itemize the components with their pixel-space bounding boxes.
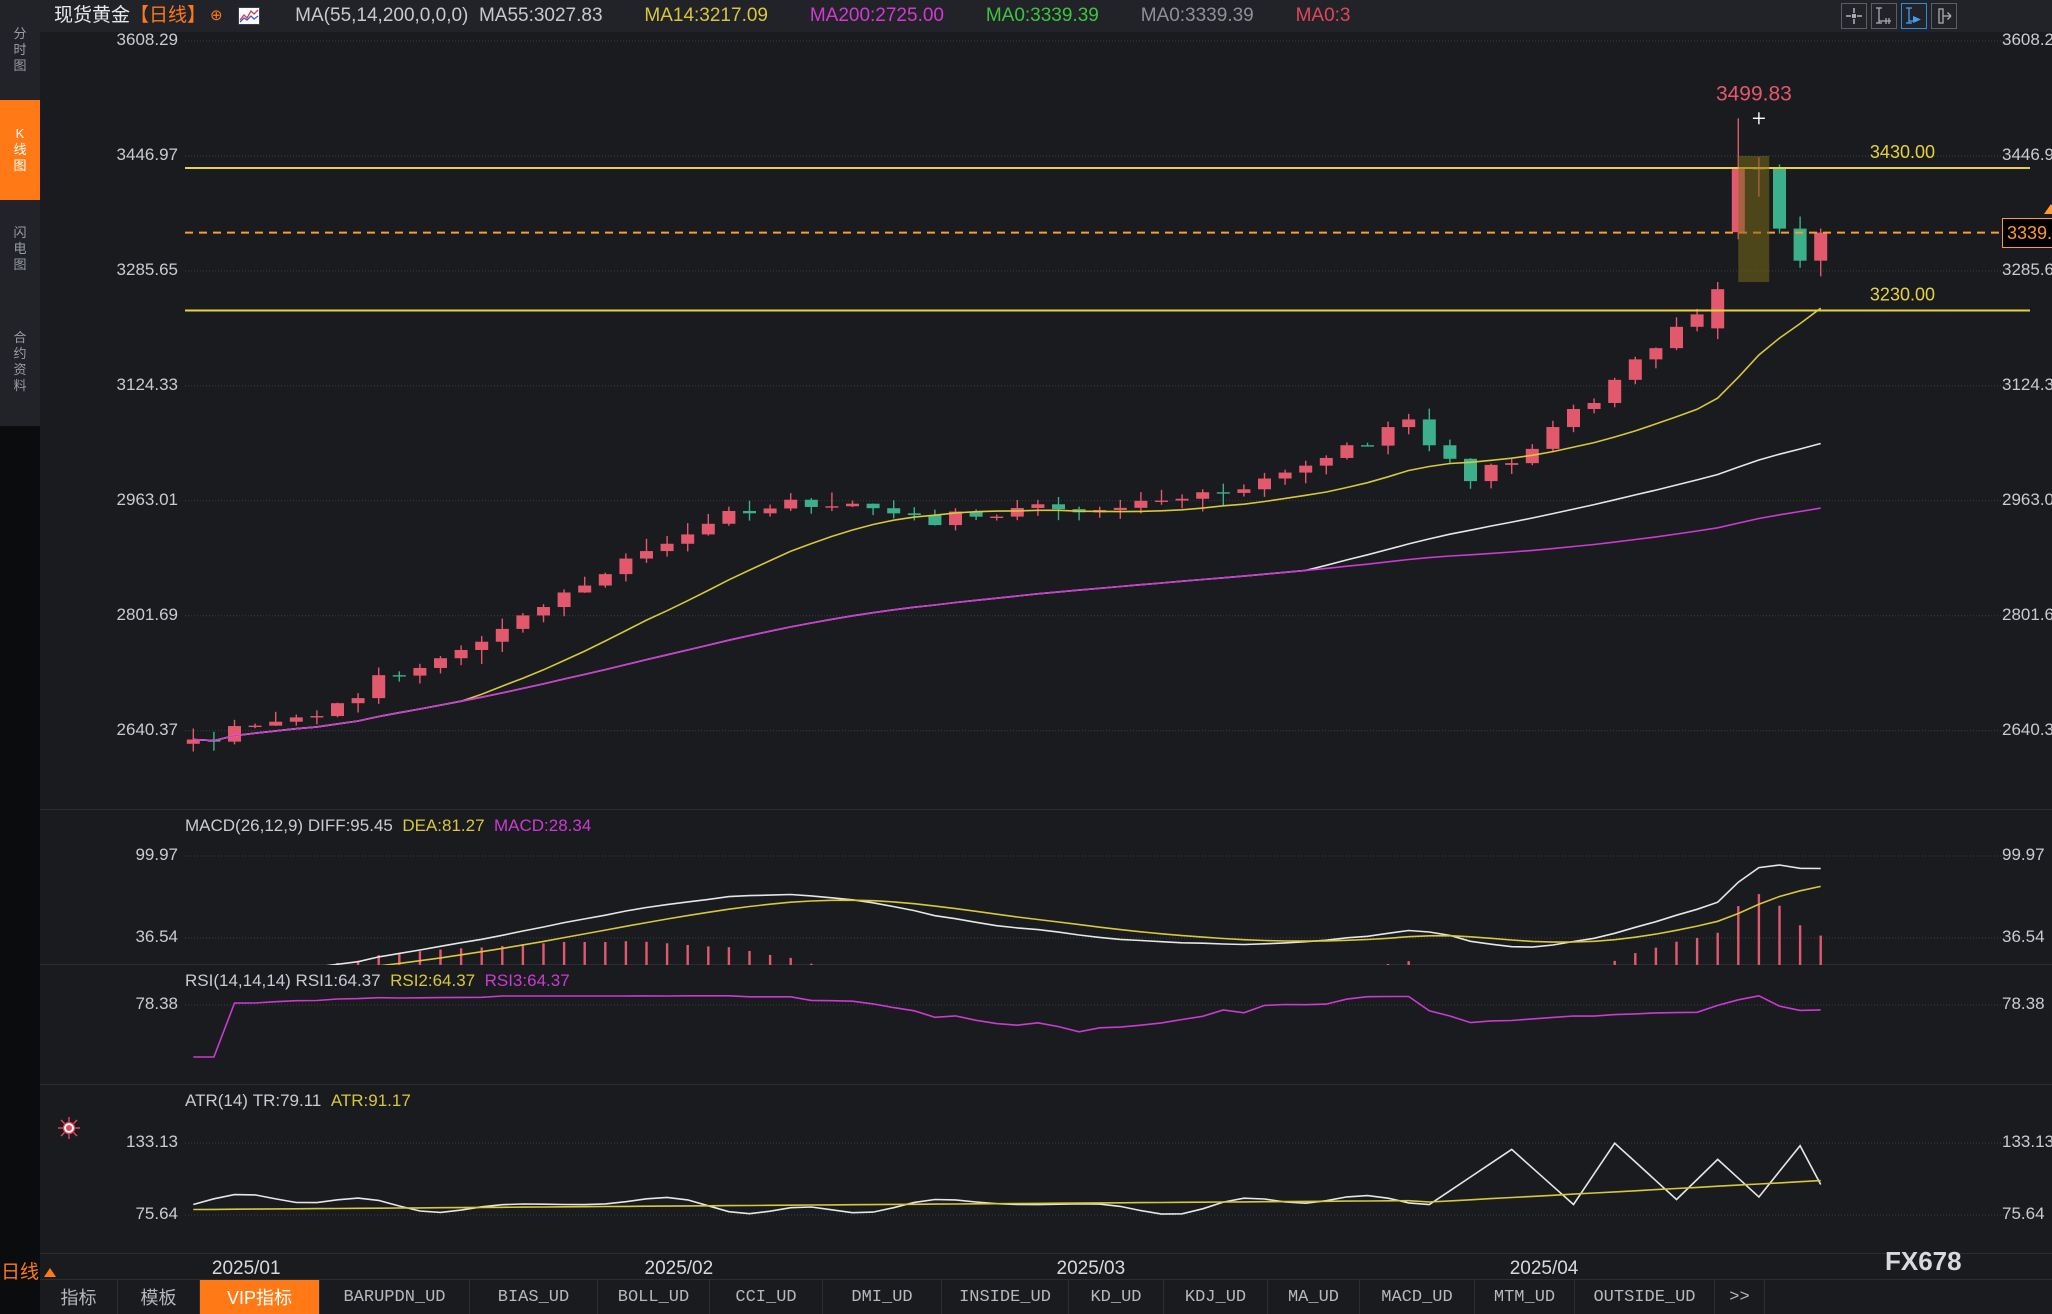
svg-text:3430.00: 3430.00	[1870, 142, 1935, 162]
svg-text:3230.00: 3230.00	[1870, 285, 1935, 305]
svg-text:3499.83: 3499.83	[1716, 82, 1792, 105]
